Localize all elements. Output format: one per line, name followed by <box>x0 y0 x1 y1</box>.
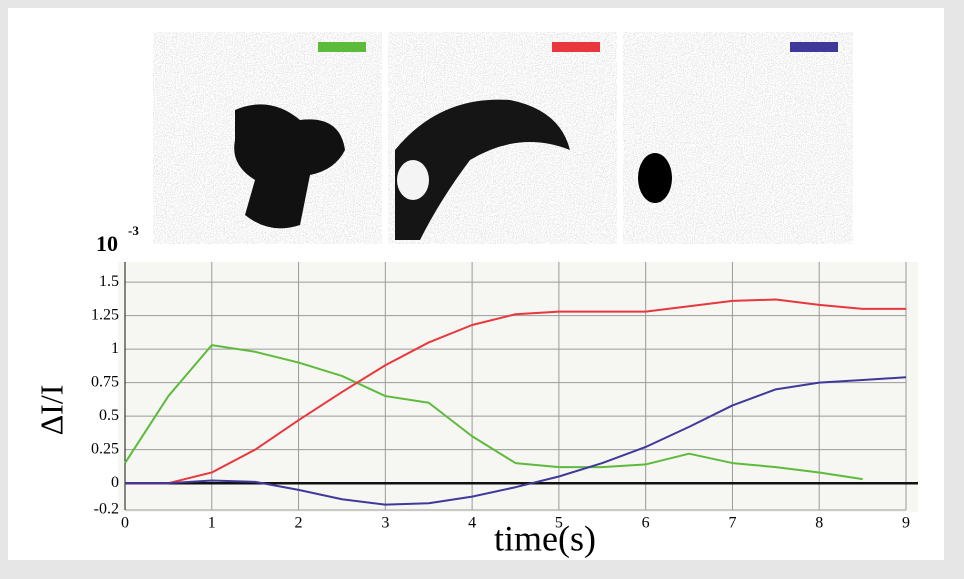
multiplier-base: 10 <box>96 231 118 256</box>
x-tick-label: 0 <box>121 515 129 532</box>
color-key <box>552 42 600 52</box>
color-key <box>790 42 838 52</box>
x-tick-label: 3 <box>381 515 389 532</box>
x-tick-label: 9 <box>902 515 910 532</box>
y-tick-label: 0 <box>111 474 119 491</box>
color-key <box>318 42 366 52</box>
y-tick-label: 0.75 <box>91 373 119 390</box>
x-tick-label: 4 <box>468 515 476 532</box>
y-tick-label: -0.2 <box>94 501 119 518</box>
image-2 <box>388 32 617 244</box>
series-line <box>124 344 863 481</box>
series-line <box>125 376 907 506</box>
y-tick-label: 1.25 <box>91 306 119 323</box>
x-tick-label: 8 <box>815 515 823 532</box>
y-tick-label: 1.5 <box>99 273 119 290</box>
x-tick-label: 7 <box>728 515 736 532</box>
image-1 <box>153 32 382 244</box>
y-tick-label: 0.5 <box>99 407 119 424</box>
x-tick-label: 1 <box>208 515 216 532</box>
y-axis-label: ΔI/I <box>33 385 69 436</box>
y-tick-label: 0.25 <box>91 440 119 457</box>
plot-area <box>118 262 918 512</box>
multiplier-exponent: -3 <box>128 223 139 238</box>
x-tick-label: 6 <box>642 515 650 532</box>
image-3 <box>623 32 853 244</box>
x-axis-label: time(s) <box>494 518 596 558</box>
y-tick-label: 1 <box>111 340 119 357</box>
x-tick-label: 2 <box>295 515 303 532</box>
series-line <box>125 298 906 485</box>
x-tick-label: 5 <box>555 515 563 532</box>
